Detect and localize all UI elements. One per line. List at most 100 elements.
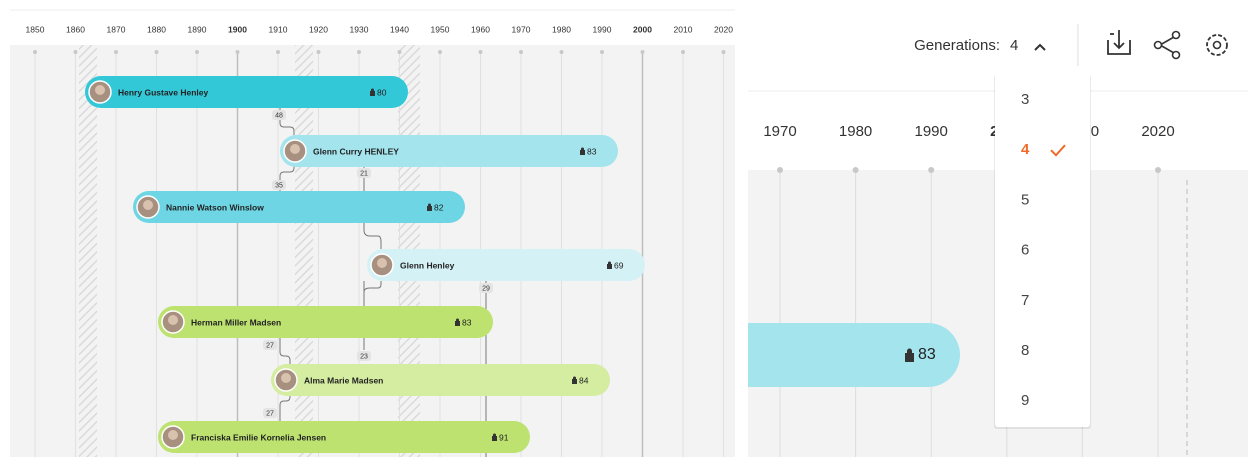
dropdown-option[interactable]: 9	[1021, 392, 1029, 409]
year-label: 1850	[26, 24, 45, 34]
year-dot	[33, 50, 37, 54]
person-age: 84	[579, 375, 589, 385]
dropdown-option[interactable]: 7	[1021, 292, 1029, 309]
year-label: 1990	[593, 24, 612, 34]
zoom-dot	[777, 167, 783, 173]
year-label: 1920	[309, 24, 328, 34]
person-age: 69	[614, 260, 624, 270]
person-bar[interactable]: Nannie Watson Winslow 82	[133, 191, 465, 223]
dropdown-option[interactable]: 5	[1021, 191, 1029, 208]
connector-label: 35	[275, 182, 283, 189]
year-label: 1870	[107, 24, 126, 34]
person-bar[interactable]: Herman Miller Madsen 83	[158, 306, 493, 338]
dropdown-option[interactable]: 8	[1021, 342, 1029, 359]
dropdown-option[interactable]: 6	[1021, 242, 1029, 259]
connector-label: 23	[360, 353, 368, 360]
year-dot	[74, 50, 78, 54]
zoom-year-label: 1970	[763, 123, 796, 140]
year-label: 1980	[552, 24, 571, 34]
dropdown-option[interactable]: 3	[1021, 91, 1029, 108]
zoom-age: 83	[918, 346, 936, 363]
connector-label: 48	[275, 112, 283, 119]
person-age: 83	[462, 317, 472, 327]
zoom-year-label: 1980	[839, 123, 872, 140]
year-label: 1890	[188, 24, 207, 34]
year-label: 1900	[228, 24, 247, 34]
connector-label: 21	[360, 170, 368, 177]
year-dot	[276, 50, 280, 54]
page: 1850 1860 1870 1880 1890 1900 1910 1920 1930 1940…	[0, 0, 1248, 457]
zoom-dot	[1155, 167, 1161, 173]
zoom-year-label: 1990	[915, 123, 948, 140]
person-age: 82	[434, 202, 444, 212]
download-icon[interactable]	[1108, 30, 1130, 54]
avatar-face	[143, 200, 153, 210]
year-label: 1940	[390, 24, 409, 34]
person-age: 80	[377, 87, 387, 97]
person-bar[interactable]: Glenn Curry HENLEY 83	[280, 135, 618, 167]
dropdown-option[interactable]: 4	[1021, 141, 1030, 158]
year-label: 1930	[350, 24, 369, 34]
avatar-face	[290, 144, 300, 154]
year-dot	[641, 50, 645, 54]
year-dot	[438, 50, 442, 54]
person-bar[interactable]: Alma Marie Madsen 84	[271, 364, 610, 396]
avatar-face	[281, 373, 291, 383]
person-name: Glenn Curry HENLEY	[313, 146, 399, 156]
dropdown-panel	[995, 73, 1090, 427]
generations-dropdown: 3 4 5 6 7 8 9	[994, 73, 1091, 429]
connector-label: 27	[266, 342, 274, 349]
year-label: 1970	[512, 24, 531, 34]
generations-label: Generations:	[914, 37, 1000, 54]
connector-label: 27	[266, 410, 274, 417]
year-dot	[560, 50, 564, 54]
person-name: Henry Gustave Henley	[118, 87, 209, 97]
person-name: Alma Marie Madsen	[304, 375, 383, 385]
person-age: 91	[499, 432, 509, 442]
year-label: 2000	[633, 24, 652, 34]
generations-value[interactable]: 4	[1010, 37, 1018, 54]
year-dot	[398, 50, 402, 54]
year-dot	[600, 50, 604, 54]
person-bar[interactable]: Glenn Henley 69	[367, 249, 645, 281]
year-dot	[479, 50, 483, 54]
share-node	[1173, 32, 1180, 39]
year-label: 1860	[66, 24, 85, 34]
share-node	[1173, 52, 1180, 59]
avatar-face	[168, 430, 178, 440]
year-dot	[236, 50, 240, 54]
hatched-period	[79, 45, 97, 457]
connector-label: 29	[482, 285, 490, 292]
person-bar[interactable]: Henry Gustave Henley 80	[85, 76, 408, 108]
year-dot	[317, 50, 321, 54]
year-label: 1950	[431, 24, 450, 34]
person-bar[interactable]: Franciska Emilie Kornelia Jensen 91	[158, 421, 530, 453]
year-label: 1960	[471, 24, 490, 34]
year-dot	[155, 50, 159, 54]
person-name: Franciska Emilie Kornelia Jensen	[191, 432, 326, 442]
year-label: 1880	[147, 24, 166, 34]
year-label: 1910	[269, 24, 288, 34]
person-name: Nannie Watson Winslow	[166, 202, 264, 212]
person-age: 83	[587, 146, 597, 156]
year-dot	[722, 50, 726, 54]
zoom-panel: 19701980199020002010202083Generations:43…	[700, 24, 1248, 457]
year-dot	[681, 50, 685, 54]
year-label: 2010	[674, 24, 693, 34]
zoom-dot	[928, 167, 934, 173]
settings-icon[interactable]	[1207, 35, 1227, 55]
share-node	[1155, 42, 1162, 49]
person-name: Glenn Henley	[400, 260, 455, 270]
year-dot	[114, 50, 118, 54]
year-dot	[357, 50, 361, 54]
timeline-panel: 1850 1860 1870 1880 1890 1900 1910 1920 1930 1940…	[10, 10, 735, 457]
zoom-dot	[853, 167, 859, 173]
chevron-up[interactable]	[1035, 45, 1045, 50]
zoom-year-label: 2020	[1141, 123, 1174, 140]
avatar-face	[168, 315, 178, 325]
avatar-face	[377, 258, 387, 268]
person-name: Herman Miller Madsen	[191, 317, 281, 327]
avatar-face	[95, 85, 105, 95]
year-label: 2020	[714, 24, 733, 34]
year-dot	[519, 50, 523, 54]
